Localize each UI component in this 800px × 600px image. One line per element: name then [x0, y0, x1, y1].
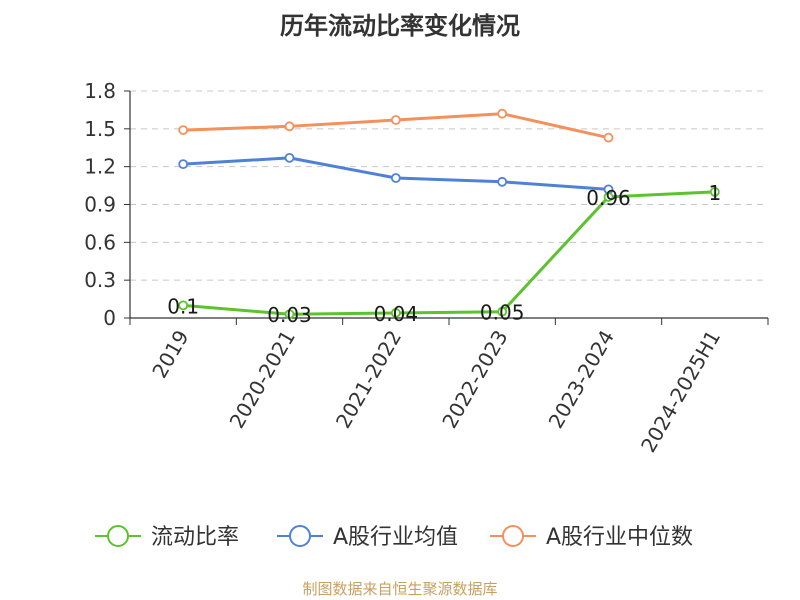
- data-label: 0.03: [267, 303, 312, 327]
- x-tick-label: 2023-2024: [544, 326, 619, 432]
- axis-layer: 0 0.3 0.6 0.9 1.2 1.5 1.8 2019 2020-2021 2021-202…: [84, 79, 769, 456]
- data-point: [709, 186, 720, 197]
- data-label: 1: [708, 181, 721, 205]
- y-tick-label: 0.9: [84, 193, 116, 217]
- y-tick-label: 1.2: [84, 155, 116, 179]
- data-point: [497, 108, 508, 119]
- series-layer: [178, 108, 720, 320]
- legend-item-label[interactable]: A股行业均值: [333, 525, 458, 550]
- y-tick-label: 0.6: [84, 230, 116, 254]
- data-point: [178, 159, 189, 170]
- data-label: 0.1: [167, 294, 199, 318]
- x-tick-label: 2022-2023: [437, 326, 512, 432]
- x-tick-label: 2021-2022: [331, 326, 406, 432]
- data-point: [603, 132, 614, 143]
- data-point: [284, 309, 295, 320]
- data-point: [178, 300, 189, 311]
- legend[interactable]: 流动比率 A股行业均值 A股行业中位数: [95, 525, 693, 550]
- legend-marker[interactable]: [107, 525, 129, 547]
- chart-source-note: 制图数据来自恒生聚源数据库: [302, 580, 498, 598]
- legend-item-label[interactable]: 流动比率: [151, 525, 239, 550]
- data-point: [390, 308, 401, 318]
- y-tick-label: 0.3: [84, 268, 116, 292]
- data-point: [178, 125, 189, 135]
- data-point: [603, 192, 614, 202]
- y-tick-label: 1.8: [84, 79, 116, 103]
- chart-title: 历年流动比率变化情况: [280, 12, 520, 40]
- grid-layer: [130, 90, 768, 281]
- data-label: 0.04: [374, 302, 419, 326]
- legend-marker[interactable]: [289, 525, 311, 547]
- data-point: [284, 121, 295, 132]
- legend-item-label[interactable]: A股行业中位数: [546, 525, 693, 550]
- data-label: 0.96: [586, 186, 631, 210]
- x-tick-label: 2024-2025H1: [636, 326, 725, 456]
- label-layer: 0.1 0.03 0.04 0.05 0.96 1: [167, 181, 721, 327]
- series-line: [183, 190, 715, 316]
- x-tick-label: 2019: [147, 326, 193, 382]
- x-tick-label: 2020-2021: [225, 326, 300, 432]
- data-label: 0.05: [480, 301, 525, 325]
- data-point: [390, 115, 401, 125]
- data-point: [390, 173, 401, 183]
- data-point: [497, 176, 508, 187]
- y-tick-label: 1.5: [84, 117, 116, 141]
- data-point: [284, 152, 295, 163]
- y-tick-label: 0: [103, 306, 116, 330]
- legend-marker[interactable]: [502, 525, 524, 547]
- data-point: [497, 306, 508, 317]
